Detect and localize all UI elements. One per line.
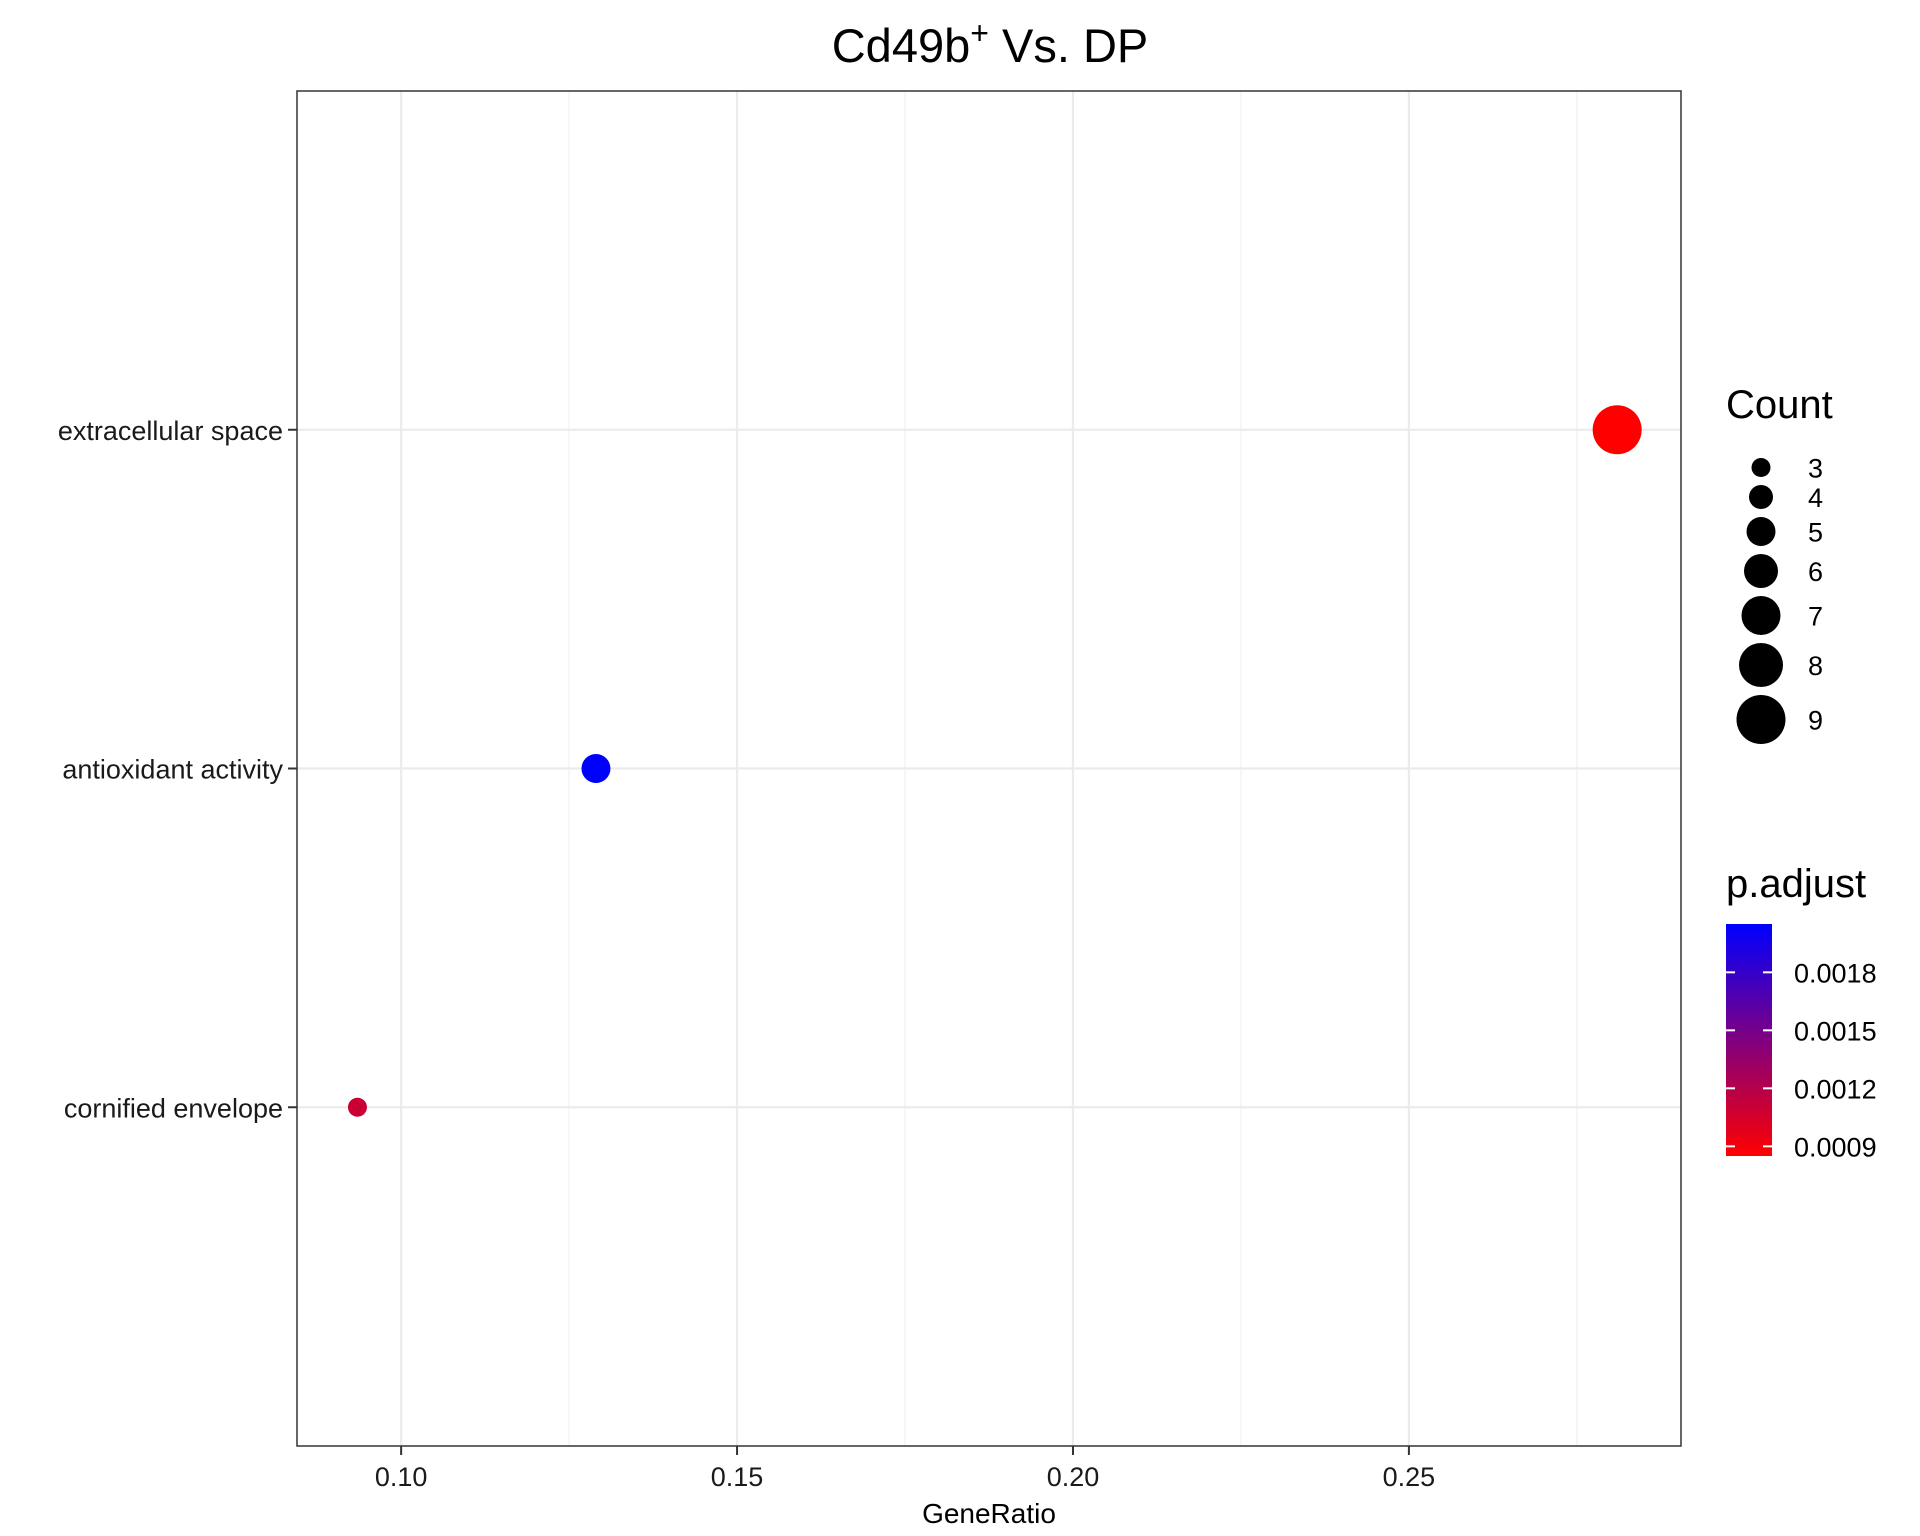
color-legend-label: 0.0009 — [1794, 1132, 1877, 1162]
size-legend-label: 6 — [1808, 557, 1823, 587]
size-legend-key — [1739, 643, 1783, 687]
x-tick-label: 0.20 — [1047, 1462, 1100, 1492]
chart-title: Cd49b+ Vs. DP — [832, 15, 1149, 72]
x-axis: 0.10 0.15 0.20 0.25 — [375, 1446, 1435, 1492]
color-legend-title: p.adjust — [1726, 862, 1866, 906]
size-legend-label: 8 — [1808, 651, 1823, 681]
data-points — [347, 405, 1642, 1117]
size-legend-key — [1741, 596, 1781, 635]
chart-title-main: Cd49b — [832, 19, 971, 72]
size-legend-title: Count — [1726, 383, 1833, 427]
size-legend-label: 9 — [1808, 706, 1823, 736]
size-legend-label: 7 — [1808, 602, 1823, 632]
color-legend-ticks: 0.0009 0.0012 0.0015 0.0018 — [1726, 958, 1877, 1162]
data-point — [347, 1097, 367, 1117]
chart-title-suffix: Vs. DP — [989, 19, 1148, 72]
grid-lines — [297, 91, 1681, 1446]
size-legend: 34 5 6 7 8 9 — [1736, 454, 1823, 744]
data-point — [581, 754, 611, 783]
x-tick-label: 0.25 — [1383, 1462, 1436, 1492]
y-axis: extracellular space antioxidant activity c… — [58, 416, 297, 1123]
y-tick-label: extracellular space — [58, 416, 283, 446]
size-legend-label: 5 — [1808, 518, 1823, 548]
chart-title-superscript: + — [970, 15, 989, 51]
color-legend-label: 0.0018 — [1794, 958, 1877, 988]
x-tick-label: 0.10 — [375, 1462, 428, 1492]
color-legend-label: 0.0012 — [1794, 1074, 1877, 1104]
size-legend-key — [1744, 554, 1778, 588]
x-axis-title: GeneRatio — [922, 1498, 1056, 1529]
x-tick-label: 0.15 — [711, 1462, 764, 1492]
size-legend-key — [1746, 517, 1776, 546]
size-legend-label: 4 — [1808, 483, 1823, 513]
size-legend-label: 3 — [1808, 454, 1823, 484]
size-legend-key — [1751, 458, 1771, 477]
y-tick-label: antioxidant activity — [62, 755, 283, 785]
y-tick-label: cornified envelope — [64, 1093, 283, 1123]
color-legend-label: 0.0015 — [1794, 1016, 1877, 1046]
color-legend-bar — [1726, 924, 1772, 1156]
size-legend-key — [1736, 695, 1786, 744]
data-point — [1592, 405, 1642, 455]
size-legend-key — [1749, 485, 1773, 509]
